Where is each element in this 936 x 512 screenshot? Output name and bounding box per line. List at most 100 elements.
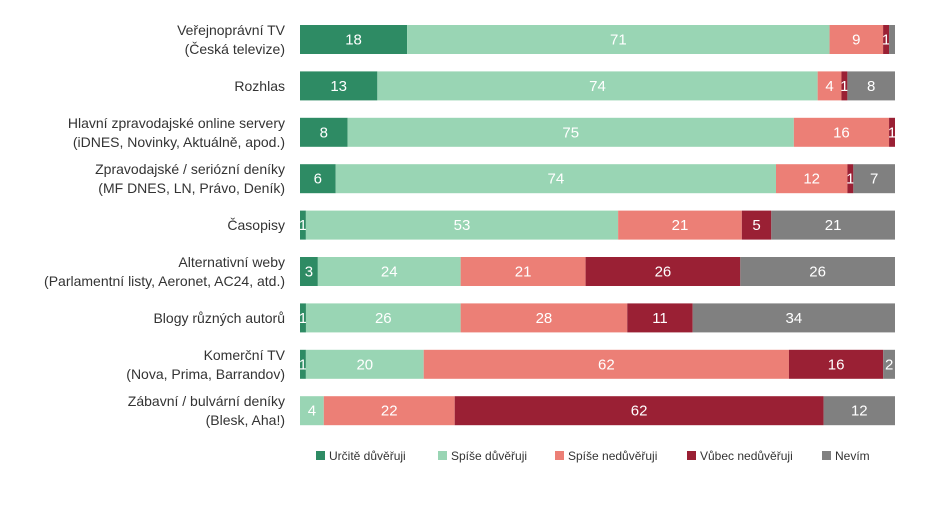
- data-label: 1: [888, 124, 896, 141]
- legend: Určitě důvěřuji Spíše důvěřuji Spíše nedův…: [316, 449, 870, 463]
- legend-swatch: [822, 451, 831, 460]
- bar-segment: [423, 349, 789, 379]
- legend-swatch: [438, 451, 447, 460]
- bar-segment: [460, 303, 628, 333]
- data-label: 13: [330, 78, 347, 95]
- data-label: 4: [825, 78, 833, 95]
- bar-segment: [883, 25, 890, 54]
- bar-segment: [618, 210, 742, 240]
- data-label: 74: [548, 171, 565, 188]
- category-label: Alternativní weby (Parlamentní listy, Aer…: [44, 254, 285, 289]
- bar-segment: [377, 71, 818, 101]
- bar-segment: [407, 25, 830, 54]
- data-label: 4: [308, 403, 316, 420]
- data-label: 8: [320, 124, 328, 141]
- data-label: 18: [345, 32, 362, 49]
- data-label: 2: [885, 356, 893, 373]
- bar-segment: [460, 257, 586, 286]
- bar-segment: [823, 396, 895, 426]
- data-label: 12: [803, 171, 820, 188]
- bar-segment: [347, 117, 794, 147]
- bar-segment: [889, 25, 895, 54]
- bar-segment: [305, 303, 461, 333]
- data-label: 1: [299, 310, 307, 327]
- category-label: Blogy různých autorů: [153, 310, 285, 326]
- bar-segment: [300, 71, 378, 101]
- category-label: Zpravodajské / seriózní deníky (MF DNES, …: [95, 161, 285, 196]
- bar-segment: [300, 164, 336, 194]
- category-labels: Veřejnoprávní TV (Česká televize) Rozhlas H…: [44, 22, 286, 428]
- bar-segment: [317, 257, 461, 286]
- bar-segment: [585, 257, 741, 286]
- bar-segment: [627, 303, 693, 333]
- bar-segment: [305, 210, 619, 240]
- bar-segment: [776, 164, 848, 194]
- bar-segment: [300, 349, 306, 379]
- bar-segment: [323, 396, 455, 426]
- category-label: Rozhlas: [234, 78, 285, 94]
- data-label: 28: [536, 310, 553, 327]
- bar-segment: [841, 71, 848, 101]
- data-label: 26: [809, 264, 826, 281]
- legend-label: Spíše důvěřuji: [451, 449, 527, 463]
- data-label: 6: [314, 171, 322, 188]
- legend-swatch: [316, 451, 325, 460]
- bar-segment: [771, 210, 895, 240]
- bar-segment: [853, 164, 895, 194]
- data-label: 1: [882, 32, 890, 49]
- data-label: 1: [299, 217, 307, 234]
- legend-label: Nevím: [835, 449, 870, 463]
- data-label: 26: [375, 310, 392, 327]
- data-label: 20: [356, 356, 373, 373]
- legend-label: Určitě důvěřuji: [329, 449, 406, 463]
- data-label: 5: [752, 217, 760, 234]
- bar-segment: [454, 396, 824, 426]
- data-label: 11: [652, 310, 668, 327]
- category-label: Zábavní / bulvární deníky (Blesk, Aha!): [128, 393, 285, 428]
- category-label: Komerční TV (Nova, Prima, Barrandov): [126, 347, 285, 382]
- category-label: Hlavní zpravodajské online servery (iDNES…: [68, 115, 285, 150]
- data-label: 21: [515, 264, 532, 281]
- bar-segment: [889, 117, 895, 147]
- bar-segment: [817, 71, 842, 101]
- bar-segment: [300, 257, 318, 286]
- data-label: 62: [598, 356, 615, 373]
- data-label: 21: [672, 217, 689, 234]
- data-label: 75: [562, 124, 579, 141]
- legend-label: Vůbec nedůvěřuji: [700, 449, 793, 463]
- data-label: 53: [454, 217, 471, 234]
- bar-segment: [741, 210, 772, 240]
- data-label: 22: [381, 403, 398, 420]
- data-label: 16: [833, 124, 850, 141]
- data-label: 62: [631, 403, 648, 420]
- data-label: 34: [786, 310, 803, 327]
- bar-segment: [300, 210, 306, 240]
- bar-segment: [793, 117, 890, 147]
- data-label: 1: [846, 171, 854, 188]
- data-label: 74: [589, 78, 606, 95]
- category-label: Časopisy: [227, 217, 285, 233]
- bar-segment: [300, 396, 324, 426]
- bars: 18 71 9 113 74 4 1 88 75 16 16 74 12 1 71 53 21 5 213 24 21 2…: [299, 25, 896, 426]
- data-label: 21: [825, 217, 842, 234]
- data-label: 71: [610, 32, 627, 49]
- data-label: 16: [828, 356, 845, 373]
- legend-swatch: [687, 451, 696, 460]
- bar-segment: [335, 164, 776, 194]
- legend-label: Spíše nedůvěřuji: [568, 449, 657, 463]
- data-label: 7: [870, 171, 878, 188]
- data-label: 8: [867, 78, 875, 95]
- bar-segment: [305, 349, 424, 379]
- bar-segment: [788, 349, 884, 379]
- data-label: 9: [852, 32, 860, 49]
- data-label: 3: [305, 264, 313, 281]
- legend-swatch: [555, 451, 564, 460]
- data-label: 24: [381, 264, 398, 281]
- bar-segment: [300, 25, 408, 54]
- bar-segment: [829, 25, 884, 54]
- bar-segment: [300, 117, 348, 147]
- data-label: 12: [851, 403, 868, 420]
- bar-segment: [740, 257, 895, 286]
- category-label: Veřejnoprávní TV (Česká televize): [177, 22, 286, 57]
- bar-segment: [300, 303, 306, 333]
